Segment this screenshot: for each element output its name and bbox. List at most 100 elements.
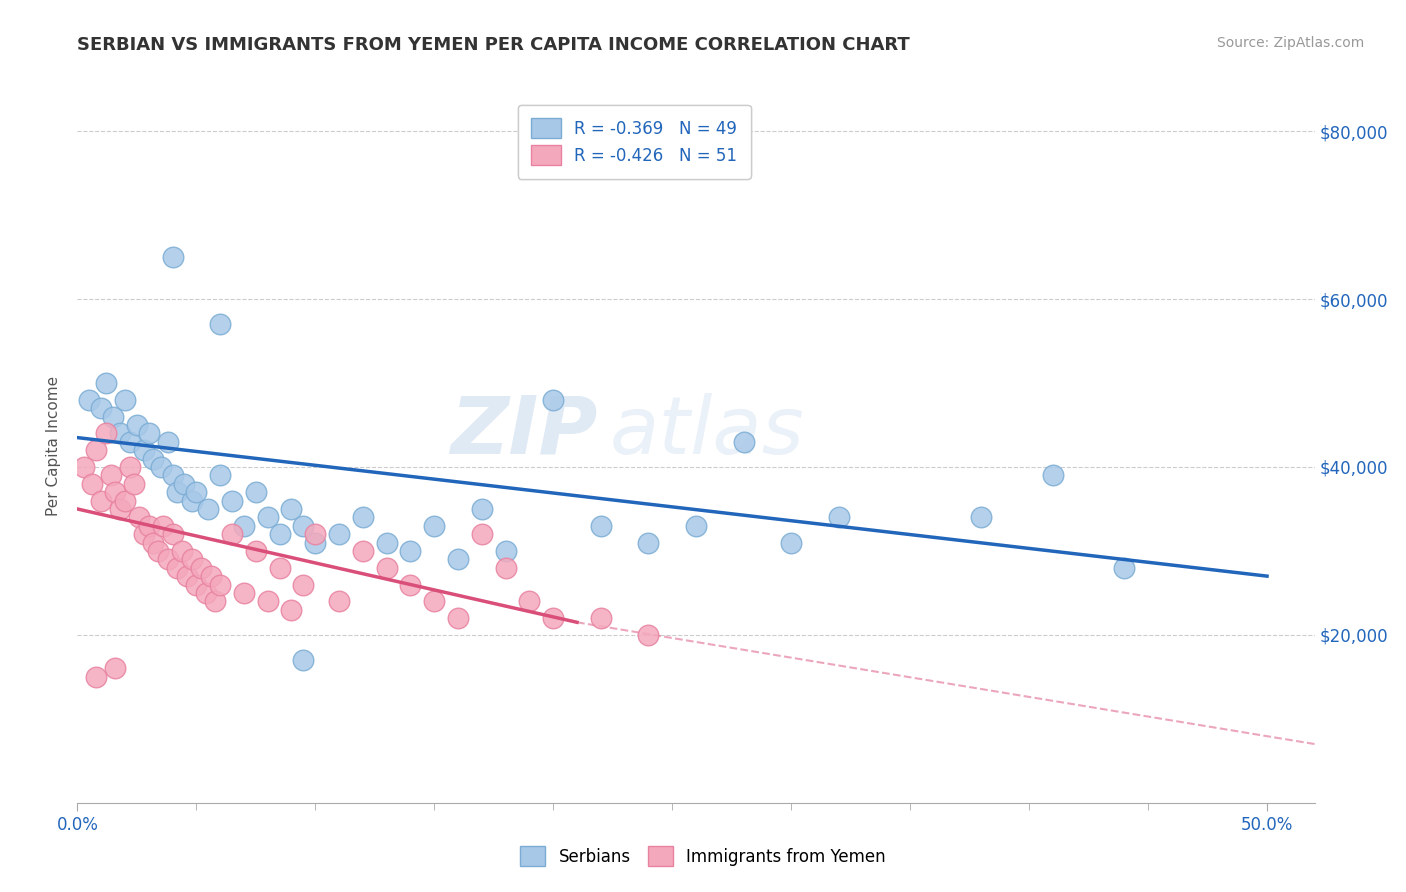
Point xyxy=(101,409,124,424)
Point xyxy=(256,510,278,524)
Point xyxy=(118,434,141,449)
Point xyxy=(138,518,160,533)
Point xyxy=(589,611,612,625)
Point xyxy=(173,476,195,491)
Y-axis label: Per Capita Income: Per Capita Income xyxy=(46,376,62,516)
Text: ZIP: ZIP xyxy=(450,392,598,471)
Text: Source: ZipAtlas.com: Source: ZipAtlas.com xyxy=(1216,36,1364,50)
Point xyxy=(221,527,243,541)
Point xyxy=(399,544,422,558)
Point xyxy=(149,460,172,475)
Point xyxy=(90,401,112,416)
Point xyxy=(328,527,350,541)
Point xyxy=(375,560,398,574)
Point xyxy=(73,460,96,475)
Point xyxy=(447,552,470,566)
Point xyxy=(589,518,612,533)
Point xyxy=(245,544,267,558)
Point xyxy=(200,569,222,583)
Point xyxy=(232,518,254,533)
Point xyxy=(162,527,184,541)
Point xyxy=(156,552,179,566)
Point xyxy=(471,502,494,516)
Legend: R = -0.369   N = 49, R = -0.426   N = 51: R = -0.369 N = 49, R = -0.426 N = 51 xyxy=(517,104,751,178)
Point xyxy=(352,510,374,524)
Point xyxy=(186,485,208,500)
Point xyxy=(209,318,232,332)
Point xyxy=(256,594,278,608)
Point xyxy=(125,417,148,432)
Point xyxy=(128,510,150,524)
Point xyxy=(114,392,136,407)
Point xyxy=(685,518,707,533)
Point xyxy=(828,510,851,524)
Point xyxy=(142,535,165,549)
Point xyxy=(541,392,564,407)
Point xyxy=(269,527,291,541)
Point xyxy=(94,376,117,390)
Point xyxy=(190,560,212,574)
Point xyxy=(108,502,131,516)
Point xyxy=(80,476,103,491)
Point xyxy=(1114,560,1136,574)
Point xyxy=(209,468,232,483)
Point xyxy=(970,510,993,524)
Point xyxy=(124,476,146,491)
Point xyxy=(180,552,202,566)
Point xyxy=(304,535,326,549)
Point xyxy=(77,392,100,407)
Point xyxy=(132,527,155,541)
Point xyxy=(423,518,446,533)
Point xyxy=(204,594,226,608)
Point xyxy=(352,544,374,558)
Point xyxy=(162,250,184,264)
Point xyxy=(186,577,208,591)
Point xyxy=(495,544,517,558)
Point xyxy=(519,594,541,608)
Point xyxy=(166,485,188,500)
Point xyxy=(90,493,112,508)
Point xyxy=(423,594,446,608)
Point xyxy=(142,451,165,466)
Point xyxy=(232,586,254,600)
Point xyxy=(245,485,267,500)
Point xyxy=(541,611,564,625)
Point xyxy=(637,535,659,549)
Point xyxy=(152,518,174,533)
Point xyxy=(197,502,219,516)
Point xyxy=(375,535,398,549)
Point xyxy=(166,560,188,574)
Point xyxy=(733,434,755,449)
Point xyxy=(221,493,243,508)
Point xyxy=(637,628,659,642)
Point xyxy=(86,443,108,458)
Point xyxy=(292,653,315,667)
Point xyxy=(156,434,179,449)
Point xyxy=(132,443,155,458)
Point xyxy=(86,670,108,684)
Point xyxy=(304,527,326,541)
Point xyxy=(108,426,131,441)
Point xyxy=(1042,468,1064,483)
Point xyxy=(447,611,470,625)
Point xyxy=(292,577,315,591)
Point xyxy=(495,560,517,574)
Point xyxy=(471,527,494,541)
Point xyxy=(162,468,184,483)
Point xyxy=(209,577,232,591)
Point xyxy=(104,485,127,500)
Point xyxy=(138,426,160,441)
Point xyxy=(194,586,217,600)
Point xyxy=(280,603,302,617)
Point xyxy=(269,560,291,574)
Point xyxy=(280,502,302,516)
Point xyxy=(148,544,170,558)
Point xyxy=(292,518,315,533)
Point xyxy=(780,535,803,549)
Point xyxy=(170,544,193,558)
Text: SERBIAN VS IMMIGRANTS FROM YEMEN PER CAPITA INCOME CORRELATION CHART: SERBIAN VS IMMIGRANTS FROM YEMEN PER CAP… xyxy=(77,36,910,54)
Point xyxy=(104,661,127,675)
Point xyxy=(399,577,422,591)
Point xyxy=(328,594,350,608)
Point xyxy=(100,468,122,483)
